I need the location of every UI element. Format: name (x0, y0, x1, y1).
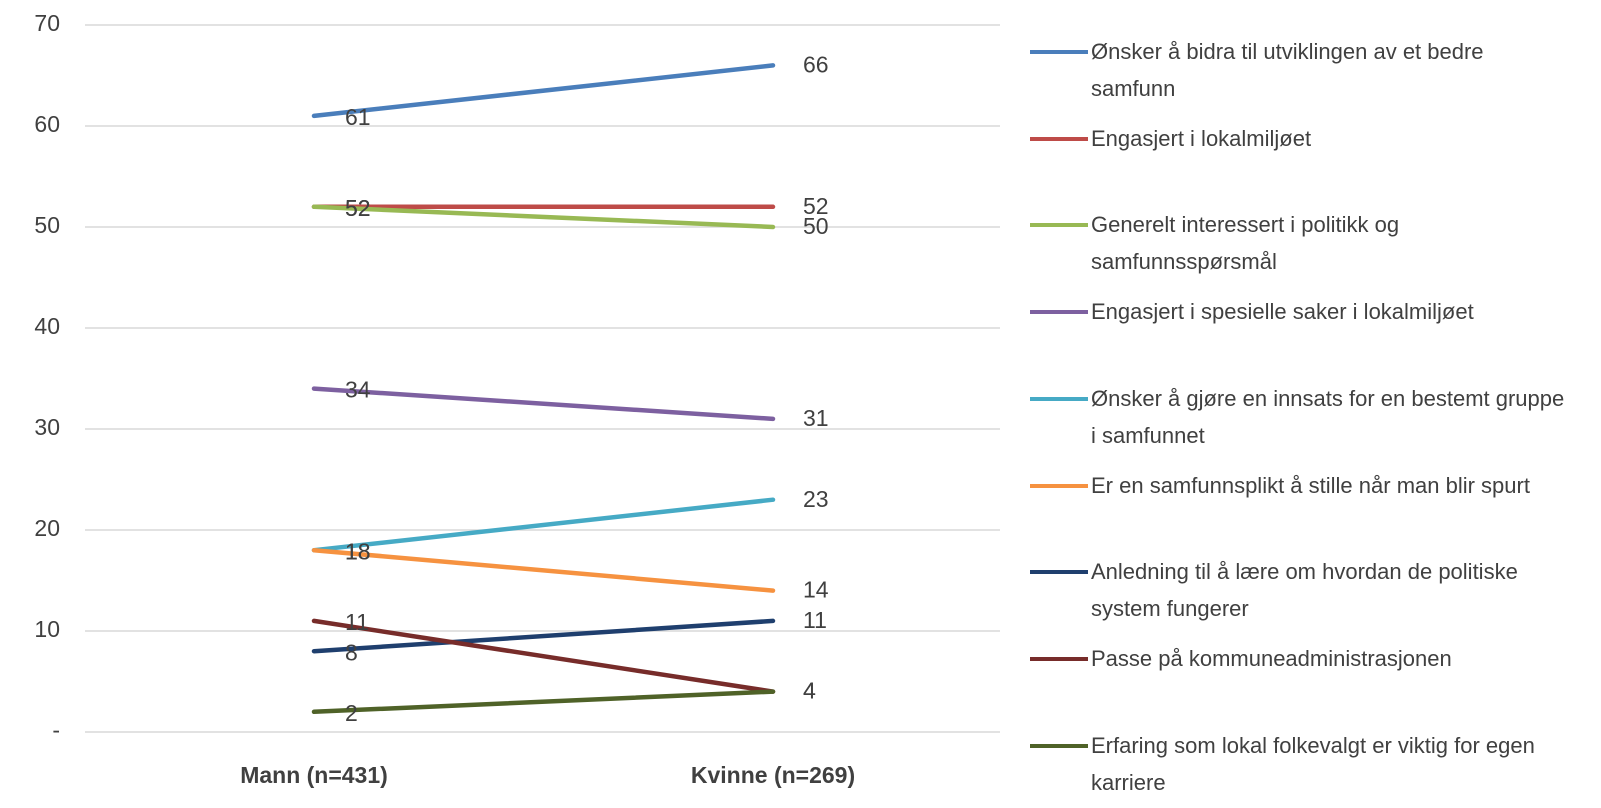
series-line (311, 386, 776, 422)
legend-swatch (1030, 656, 1088, 661)
data-label: 52 (803, 193, 829, 219)
data-label: 18 (345, 538, 371, 564)
x-tick-label: Kvinne (n=269) (691, 762, 855, 788)
data-label: 61 (345, 104, 371, 130)
legend-swatch (1030, 136, 1088, 141)
y-tick-label: - (52, 717, 60, 743)
legend-label: Anledning til å lære om hvordan de polit… (1091, 559, 1518, 622)
data-label: 50 (803, 213, 829, 239)
y-tick-label: 30 (34, 414, 60, 440)
legend-label: Engasjert i lokalmiljøet (1091, 125, 1312, 151)
data-label: 23 (803, 486, 829, 512)
series-line (311, 618, 776, 654)
data-label: 14 (803, 577, 829, 603)
legend-entry: Erfaring som lokal folkevalgt er viktig … (1030, 727, 1570, 801)
legend-entry: Er en samfunnsplikt å stille når man bli… (1030, 467, 1570, 504)
legend-label: Engasjert i spesielle saker i lokalmiljø… (1091, 299, 1474, 325)
legend-label: Generelt interessert i politikk og samfu… (1091, 212, 1400, 275)
legend-entry: Ønsker å gjøre en innsats for en bestemt… (1030, 380, 1570, 454)
series-line (311, 618, 776, 694)
legend-label: Erfaring som lokal folkevalgt er viktig … (1091, 732, 1535, 795)
series-line (311, 547, 776, 593)
data-label: 11 (803, 607, 827, 633)
y-tick-label: 40 (34, 313, 60, 339)
legend-swatch (1030, 483, 1088, 488)
legend-swatch (1030, 743, 1088, 748)
y-tick-label: 50 (34, 212, 60, 238)
series-line (311, 689, 776, 715)
x-tick-label: Mann (n=431) (240, 762, 388, 788)
data-label: 34 (345, 377, 371, 403)
data-label: 52 (345, 195, 371, 221)
legend-entry: Anledning til å lære om hvordan de polit… (1030, 553, 1570, 627)
data-label: 31 (803, 405, 829, 431)
data-label: 18 (345, 538, 371, 564)
legend-label: Ønsker å gjøre en innsats for en bestemt… (1091, 385, 1565, 448)
data-label: 11 (345, 609, 369, 635)
legend-entry: Ønsker å bidra til utviklingen av et bed… (1030, 33, 1570, 107)
legend-swatch (1030, 50, 1088, 54)
data-label: 4 (803, 678, 816, 704)
legend-label: Passe på kommuneadministrasjonen (1091, 645, 1452, 671)
data-label: 52 (345, 195, 371, 221)
series-line (311, 204, 776, 230)
chart: - 10 20 30 40 50 60 70 Mann (n=431) Kvinne (n=269… (34, 10, 1000, 788)
legend-swatch (1030, 396, 1088, 401)
legend-entry: Generelt interessert i politikk og samfu… (1030, 206, 1570, 280)
data-label: 8 (345, 639, 358, 665)
y-tick-label: 10 (34, 616, 60, 642)
legend-label: Ønsker å bidra til utviklingen av et bed… (1091, 39, 1484, 101)
y-tick-label: 60 (34, 111, 60, 137)
legend-swatch (1030, 570, 1088, 575)
legend: Ønsker å bidra til utviklingen av et bed… (1030, 33, 1590, 808)
legend-entry: Engasjert i spesielle saker i lokalmiljø… (1030, 293, 1570, 330)
series-line (311, 497, 776, 553)
legend-swatch (1030, 310, 1088, 315)
legend-entry: Passe på kommuneadministrasjonen (1030, 640, 1570, 677)
legend-label: Er en samfunnsplikt å stille når man bli… (1091, 472, 1530, 498)
data-label: 4 (803, 678, 816, 704)
legend-swatch (1030, 223, 1088, 228)
data-label: 2 (345, 700, 358, 726)
legend-entry: Engasjert i lokalmiljøet (1030, 120, 1570, 157)
y-tick-label: 20 (34, 515, 60, 541)
data-label: 66 (803, 51, 829, 77)
y-tick-label: 70 (34, 10, 60, 36)
series-line (311, 63, 776, 119)
